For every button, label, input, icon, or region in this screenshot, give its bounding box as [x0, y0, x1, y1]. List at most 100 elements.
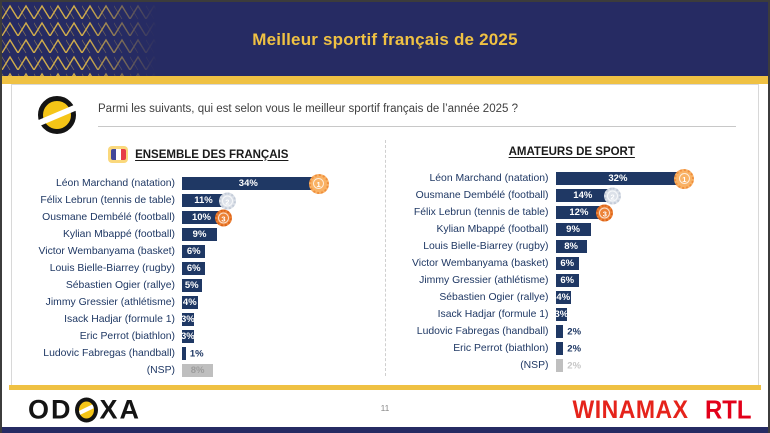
bar-label: Louis Bielle-Biarrey (rugby) [49, 263, 175, 274]
content-card: Parmi les suivants, qui est selon vous l… [11, 84, 759, 385]
bar: 12% 3 [555, 204, 614, 221]
bar [182, 347, 186, 360]
bar-label: Kylian Mbappé (football) [62, 229, 175, 240]
bar-value: 3% [180, 331, 195, 342]
bar-track: 6% [180, 245, 385, 258]
bar-track: 8% [180, 364, 385, 377]
bar [555, 342, 564, 355]
page-number: 11 [380, 403, 390, 413]
bar-row: Ludovic Fabregas (handball) 1% [12, 345, 385, 362]
bar-track: 14% 2 [554, 187, 759, 204]
bar: 34% 1 [182, 173, 329, 194]
bar-row: Félix Lebrun (tennis de table) 12% 3 [386, 204, 759, 221]
footer: OD XA 11 WINAMAX RTL [2, 390, 768, 429]
bar-label: Eric Perrot (biathlon) [453, 343, 549, 354]
odoxa-logo: OD XA [28, 394, 141, 425]
bar-label: Félix Lebrun (tennis de table) [40, 195, 175, 206]
bar-row: Kylian Mbappé (football) 9% [386, 221, 759, 238]
bronze-medal-icon: 3 [215, 209, 232, 226]
bar-row: Victor Wembanyama (basket) 6% [12, 243, 385, 260]
bar-track: 2% [554, 359, 759, 372]
french-flag-icon [108, 146, 129, 163]
bar-row: Jimmy Gressier (athlétisme) 4% [12, 294, 385, 311]
bar-chart-right: Léon Marchand (natation) 32% 1 Ousmane Demb… [386, 168, 759, 374]
bar-value: 8% [190, 365, 205, 376]
bar: 6% [182, 262, 206, 275]
bar: 8% [555, 240, 587, 253]
bar-track: 10% 3 [180, 209, 385, 226]
rtl-logo: RTL [705, 394, 752, 424]
bar: 9% [182, 228, 218, 241]
bar-row: Louis Bielle-Biarrey (rugby) 6% [12, 260, 385, 277]
bar-label: Ousmane Dembélé (football) [415, 190, 549, 201]
page-title: Meilleur sportif français de 2025 [252, 30, 518, 49]
odoxa-logo-text-right: XA [99, 394, 142, 424]
bar: 5% [182, 279, 202, 292]
bar: 4% [555, 291, 572, 304]
chart-title-right: AMATEURS DE SPORT [508, 146, 635, 158]
bar-value: 32% [608, 173, 628, 184]
bar-label: Léon Marchand (natation) [56, 178, 175, 189]
bar-row: Sébastien Ogier (rallye) 5% [12, 277, 385, 294]
bar-row: Eric Perrot (biathlon) 2% [386, 340, 759, 357]
bar-value: 4% [556, 292, 571, 303]
bar-label: Kylian Mbappé (football) [436, 224, 549, 235]
bar-row: Sébastien Ogier (rallye) 4% [386, 289, 759, 306]
bar-track: 1% [180, 347, 385, 360]
bar-label: Ousmane Dembélé (football) [42, 212, 175, 223]
bar-row: Léon Marchand (natation) 34% 1 [12, 173, 385, 194]
bar-value: 14% [573, 190, 593, 201]
bar-value: 11% [194, 195, 213, 206]
bar-value: 4% [182, 297, 197, 308]
bar-label: Jimmy Gressier (athlétisme) [45, 297, 175, 308]
header: Meilleur sportif français de 2025 [2, 2, 768, 76]
bar: 4% [182, 296, 198, 309]
bar-label: Louis Bielle-Biarrey (rugby) [423, 241, 549, 252]
bar-row: Isack Hadjar (formule 1) 3% [12, 311, 385, 328]
bar-track: 6% [180, 262, 385, 275]
bar-row: (NSP) 8% [12, 362, 385, 379]
bar-row: Victor Wembanyama (basket) 6% [386, 255, 759, 272]
bar-row: Kylian Mbappé (football) 9% [12, 226, 385, 243]
bottom-navy-bar [2, 427, 768, 433]
bar-track: 5% [180, 279, 385, 292]
bar-track: 32% 1 [554, 168, 759, 189]
bar-value: 2% [567, 343, 582, 354]
chart-title-left: ENSEMBLE DES FRANÇAIS [135, 148, 289, 161]
bar-track: 4% [554, 291, 759, 304]
bar-value: 5% [184, 280, 199, 291]
gold-medal-icon: 1 [308, 173, 329, 194]
bar-label: Sébastien Ogier (rallye) [65, 280, 175, 291]
bar: 11% 2 [182, 192, 236, 209]
odoxa-sport-logo-icon [33, 94, 83, 136]
bar-value: 9% [192, 229, 207, 240]
silver-medal-icon: 2 [604, 187, 622, 204]
bar-value: 3% [180, 314, 195, 325]
question-row: Parmi les suivants, qui est selon vous l… [12, 85, 758, 136]
bar: 6% [555, 257, 579, 270]
bar-track: 3% [180, 313, 385, 326]
bar-label: Victor Wembanyama (basket) [412, 258, 549, 269]
bar-value: 6% [186, 246, 201, 257]
bar-track: 2% [554, 342, 759, 355]
bar-track: 9% [554, 223, 759, 236]
chart-header-left: ENSEMBLE DES FRANÇAIS [12, 146, 385, 163]
winamax-logo: WINAMAX [572, 394, 689, 423]
bar-label: Léon Marchand (natation) [429, 173, 549, 184]
bar-value: 2% [567, 326, 582, 337]
bar-label: Isack Hadjar (formule 1) [437, 309, 549, 320]
chart-ensemble-des-francais: ENSEMBLE DES FRANÇAIS Léon Marchand (nat… [12, 140, 385, 379]
bar-track: 2% [554, 325, 759, 338]
footer-gold-line [9, 385, 761, 390]
bar-track: 34% 1 [180, 173, 385, 194]
bar-track: 3% [554, 308, 759, 321]
bar [555, 359, 564, 372]
bar-label: Ludovic Fabregas (handball) [43, 348, 175, 359]
bar [555, 325, 564, 338]
bar-label: (NSP) [520, 360, 549, 371]
partner-logos: WINAMAX RTL [573, 394, 754, 425]
bar-row: Eric Perrot (biathlon) 3% [12, 328, 385, 345]
bar-label: Félix Lebrun (tennis de table) [413, 207, 549, 218]
header-divider [2, 76, 768, 84]
question-underline [98, 126, 736, 127]
